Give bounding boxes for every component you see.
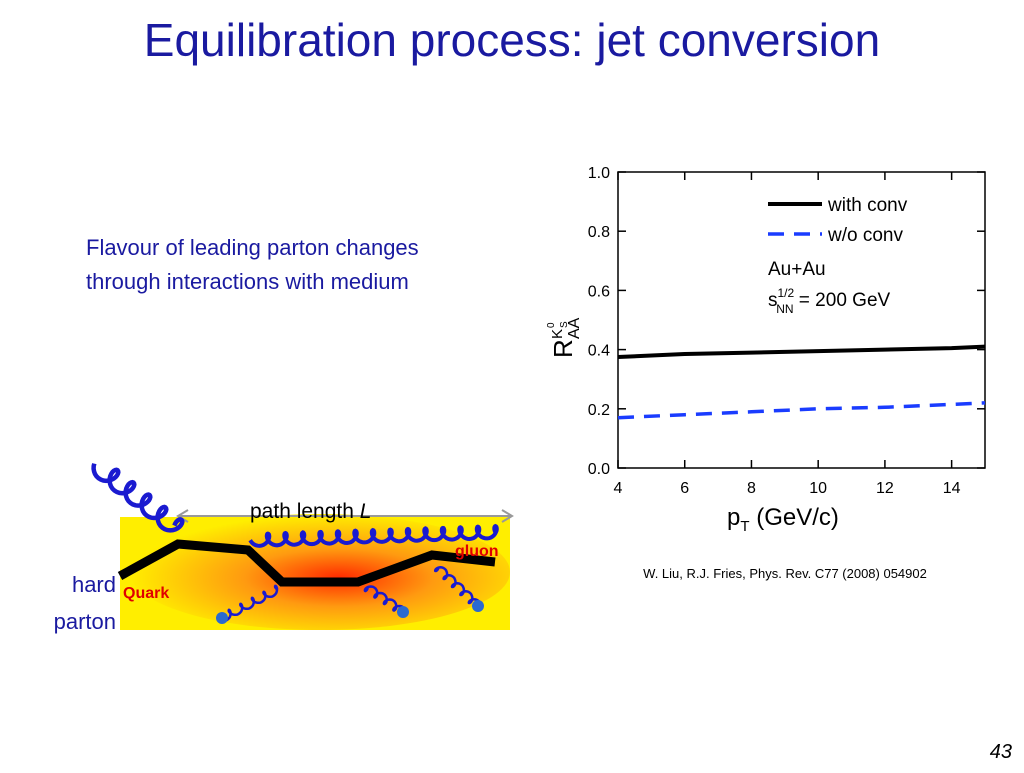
arrow-heads	[176, 509, 514, 523]
legend-label: with conv	[827, 195, 908, 216]
x-tick-label: 4	[614, 480, 623, 497]
gluon-end	[397, 606, 409, 618]
x-label-base: p	[727, 504, 740, 531]
series-line	[617, 401, 986, 420]
y-tick-label: 0.0	[588, 461, 610, 478]
series-line	[617, 344, 986, 359]
y-label-sup: K	[549, 329, 566, 339]
quark-label: Quark	[123, 585, 169, 602]
y-label-sup-sup: 0	[546, 322, 557, 328]
hot-medium	[130, 514, 510, 630]
y-label-sup-sub: S	[559, 321, 570, 328]
x-tick-label: 8	[747, 480, 756, 497]
y-tick-label: 1.0	[588, 165, 610, 182]
energy-label: s1/2 NN = 200 GeV	[768, 286, 891, 316]
path-label: path length	[250, 500, 360, 523]
y-axis-label: R K S 0 AA	[546, 317, 583, 358]
energy-base: s	[768, 290, 778, 311]
y-tick-label: 0.8	[588, 224, 610, 241]
gluon-coil	[363, 585, 407, 614]
gluon-coil	[91, 463, 185, 533]
gluon-coils	[91, 463, 499, 624]
hard-parton-label: hard	[72, 572, 116, 597]
hard-parton-label: parton	[54, 609, 116, 634]
gluon-coil	[218, 584, 279, 623]
page-number: 43	[990, 741, 1012, 763]
x-tick-label: 10	[809, 480, 827, 497]
gluon-end	[472, 600, 484, 612]
gluon-label: gluon	[455, 543, 499, 560]
y-label-sub: AA	[566, 317, 583, 339]
path-length-label: path length L	[250, 500, 371, 523]
path-symbol: L	[360, 500, 372, 523]
y-tick-label: 0.4	[588, 343, 610, 360]
energy-sub: NN	[776, 302, 793, 316]
y-label-base: R	[548, 339, 578, 358]
x-tick-label: 14	[943, 480, 961, 497]
y-tick-label: 0.2	[588, 402, 610, 419]
system-label: Au+Au	[768, 259, 826, 280]
gluon-coil	[248, 523, 499, 548]
x-tick-label: 6	[680, 480, 689, 497]
slide-title: Equilibration process: jet conversion	[144, 14, 880, 66]
body-text: Flavour of leading parton changes	[86, 235, 419, 260]
energy-rest: = 200 GeV	[794, 290, 891, 311]
citation: W. Liu, R.J. Fries, Phys. Rev. C77 (2008…	[643, 566, 927, 581]
energy-sup: 1/2	[778, 286, 795, 300]
gluon-coil	[433, 566, 482, 609]
plot-frame	[617, 171, 986, 469]
y-tick-label: 0.6	[588, 283, 610, 300]
parton-path	[117, 539, 496, 587]
legend-label: w/o conv	[827, 225, 903, 246]
x-tick-label: 12	[876, 480, 894, 497]
x-label-sub: T	[740, 518, 749, 535]
x-label-rest: (GeV/c)	[750, 504, 839, 531]
body-text: through interactions with medium	[86, 269, 409, 294]
x-axis-label: pT (GeV/c)	[727, 504, 839, 535]
gluon-end	[216, 612, 228, 624]
